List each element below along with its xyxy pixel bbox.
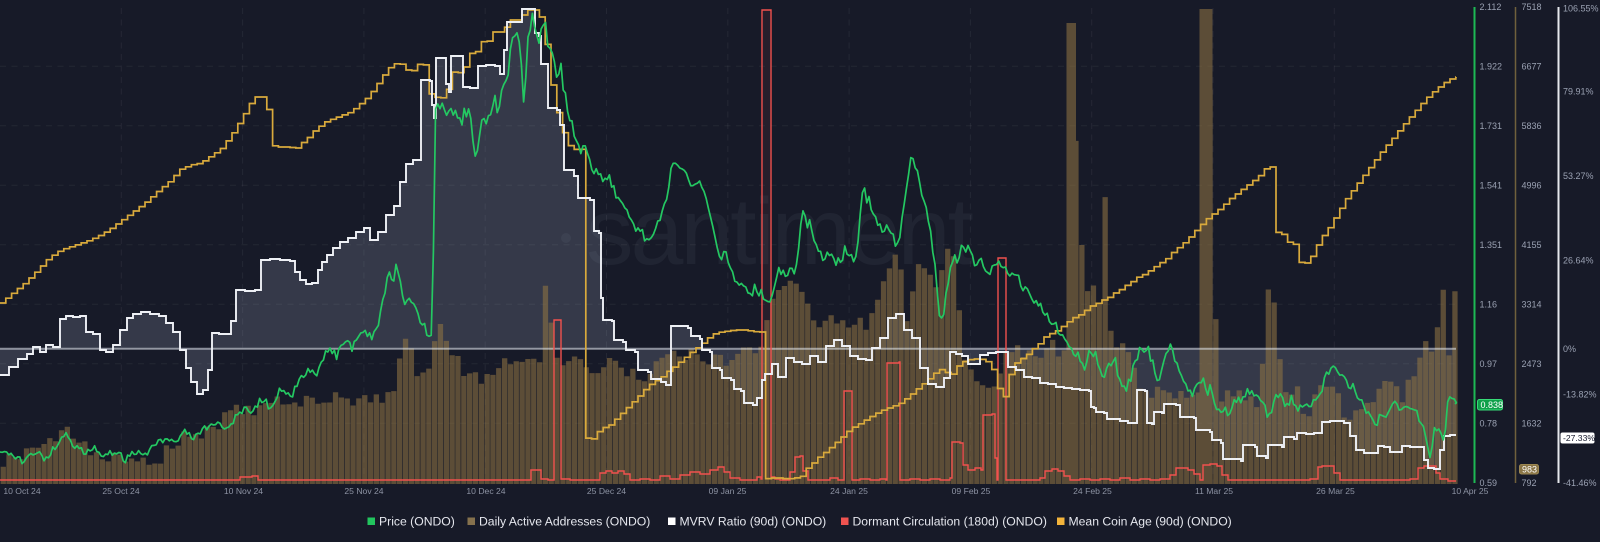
svg-text:26 Mar 25: 26 Mar 25: [1316, 486, 1355, 496]
svg-text:-13.82%: -13.82%: [1563, 390, 1597, 400]
svg-text:25 Dec 24: 25 Dec 24: [587, 486, 626, 496]
svg-text:0%: 0%: [1563, 344, 1576, 354]
svg-text:79.91%: 79.91%: [1563, 87, 1594, 97]
svg-text:4996: 4996: [1522, 180, 1542, 190]
svg-text:983: 983: [1522, 464, 1537, 474]
svg-text:5836: 5836: [1522, 121, 1542, 131]
svg-text:24 Jan 25: 24 Jan 25: [830, 486, 868, 496]
svg-text:2.112: 2.112: [1480, 2, 1502, 12]
svg-text:Dormant Circulation (180d) (ON: Dormant Circulation (180d) (ONDO): [853, 514, 1047, 528]
svg-text:1.351: 1.351: [1480, 240, 1503, 250]
svg-text:10 Dec 24: 10 Dec 24: [466, 486, 505, 496]
svg-text:Daily Active Addresses (ONDO): Daily Active Addresses (ONDO): [479, 514, 650, 528]
svg-text:792: 792: [1522, 478, 1537, 488]
svg-text:1632: 1632: [1522, 418, 1542, 428]
svg-text:11 Mar 25: 11 Mar 25: [1195, 486, 1233, 496]
svg-text:0.838: 0.838: [1481, 400, 1504, 410]
svg-text:1.16: 1.16: [1480, 299, 1498, 309]
svg-text:53.27%: 53.27%: [1563, 171, 1594, 181]
svg-text:3314: 3314: [1522, 299, 1542, 309]
svg-text:-41.46%: -41.46%: [1563, 478, 1597, 488]
svg-text:0.59: 0.59: [1480, 478, 1498, 488]
svg-text:6677: 6677: [1522, 61, 1542, 71]
svg-text:7518: 7518: [1522, 2, 1542, 12]
svg-text:10 Oct 24: 10 Oct 24: [3, 486, 40, 496]
svg-text:MVRV Ratio (90d) (ONDO): MVRV Ratio (90d) (ONDO): [680, 514, 827, 528]
svg-text:25 Nov 24: 25 Nov 24: [344, 486, 383, 496]
svg-text:-27.33%: -27.33%: [1563, 433, 1595, 443]
svg-text:0.97: 0.97: [1480, 359, 1498, 369]
svg-text:1.922: 1.922: [1480, 61, 1503, 71]
svg-text:santiment: santiment: [586, 179, 973, 285]
svg-text:0.78: 0.78: [1480, 418, 1498, 428]
svg-text:1.731: 1.731: [1480, 121, 1503, 131]
svg-text:09 Feb 25: 09 Feb 25: [952, 486, 991, 496]
svg-text:2473: 2473: [1522, 359, 1542, 369]
svg-text:25 Oct 24: 25 Oct 24: [102, 486, 139, 496]
svg-text:Price (ONDO): Price (ONDO): [379, 514, 455, 528]
svg-text:106.55%: 106.55%: [1563, 4, 1599, 14]
svg-text:10 Apr 25: 10 Apr 25: [1452, 486, 1489, 496]
svg-text:24 Feb 25: 24 Feb 25: [1073, 486, 1112, 496]
svg-text:10 Nov 24: 10 Nov 24: [224, 486, 263, 496]
svg-text:1.541: 1.541: [1480, 180, 1503, 190]
svg-text:26.64%: 26.64%: [1563, 256, 1594, 266]
svg-text:09 Jan 25: 09 Jan 25: [709, 486, 747, 496]
svg-text:Mean Coin Age (90d) (ONDO): Mean Coin Age (90d) (ONDO): [1069, 514, 1232, 528]
svg-text:4155: 4155: [1522, 240, 1542, 250]
